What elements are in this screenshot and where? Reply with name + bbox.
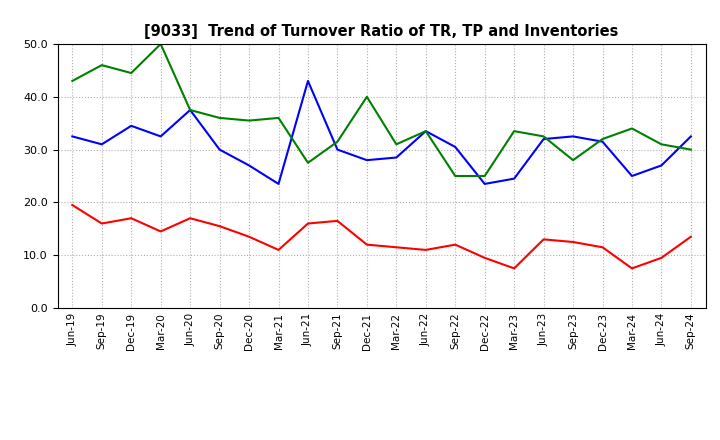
Line: Trade Payables: Trade Payables <box>72 81 691 184</box>
Trade Receivables <box>598 245 607 250</box>
Trade Receivables <box>68 202 76 208</box>
Title: [9033]  Trend of Turnover Ratio of TR, TP and Inventories: [9033] Trend of Turnover Ratio of TR, TP… <box>145 24 618 39</box>
Trade Payables <box>245 163 253 168</box>
Trade Receivables <box>97 221 106 226</box>
Trade Payables <box>539 136 548 142</box>
Inventories <box>215 115 224 121</box>
Trade Receivables <box>186 216 194 221</box>
Inventories <box>363 94 372 99</box>
Trade Payables <box>687 134 696 139</box>
Trade Receivables <box>333 218 342 224</box>
Trade Receivables <box>480 255 489 260</box>
Inventories <box>97 62 106 68</box>
Inventories <box>156 41 165 47</box>
Trade Payables <box>127 123 135 128</box>
Inventories <box>68 78 76 84</box>
Inventories <box>687 147 696 152</box>
Trade Receivables <box>127 216 135 221</box>
Inventories <box>186 107 194 113</box>
Trade Payables <box>68 134 76 139</box>
Trade Payables <box>363 158 372 163</box>
Trade Payables <box>480 181 489 187</box>
Trade Receivables <box>687 234 696 239</box>
Trade Receivables <box>628 266 636 271</box>
Inventories <box>304 160 312 165</box>
Trade Receivables <box>304 221 312 226</box>
Inventories <box>628 126 636 131</box>
Inventories <box>392 142 400 147</box>
Trade Payables <box>186 107 194 113</box>
Inventories <box>510 128 518 134</box>
Trade Payables <box>657 163 666 168</box>
Trade Receivables <box>421 247 430 253</box>
Inventories <box>451 173 459 179</box>
Inventories <box>598 136 607 142</box>
Inventories <box>274 115 283 121</box>
Trade Receivables <box>156 229 165 234</box>
Trade Receivables <box>539 237 548 242</box>
Inventories <box>569 158 577 163</box>
Trade Receivables <box>657 255 666 260</box>
Trade Payables <box>628 173 636 179</box>
Inventories <box>127 70 135 76</box>
Trade Payables <box>392 155 400 160</box>
Inventories <box>657 142 666 147</box>
Inventories <box>421 128 430 134</box>
Trade Receivables <box>451 242 459 247</box>
Trade Receivables <box>569 239 577 245</box>
Trade Payables <box>510 176 518 181</box>
Trade Payables <box>569 134 577 139</box>
Trade Receivables <box>245 234 253 239</box>
Trade Payables <box>421 128 430 134</box>
Inventories <box>333 139 342 144</box>
Trade Receivables <box>215 224 224 229</box>
Trade Payables <box>156 134 165 139</box>
Trade Receivables <box>392 245 400 250</box>
Trade Receivables <box>274 247 283 253</box>
Trade Payables <box>333 147 342 152</box>
Line: Trade Receivables: Trade Receivables <box>72 205 691 268</box>
Trade Receivables <box>510 266 518 271</box>
Trade Payables <box>451 144 459 150</box>
Inventories <box>539 134 548 139</box>
Trade Payables <box>215 147 224 152</box>
Trade Receivables <box>363 242 372 247</box>
Trade Payables <box>598 139 607 144</box>
Line: Inventories: Inventories <box>72 44 691 176</box>
Trade Payables <box>97 142 106 147</box>
Inventories <box>480 173 489 179</box>
Trade Payables <box>274 181 283 187</box>
Inventories <box>245 118 253 123</box>
Trade Payables <box>304 78 312 84</box>
